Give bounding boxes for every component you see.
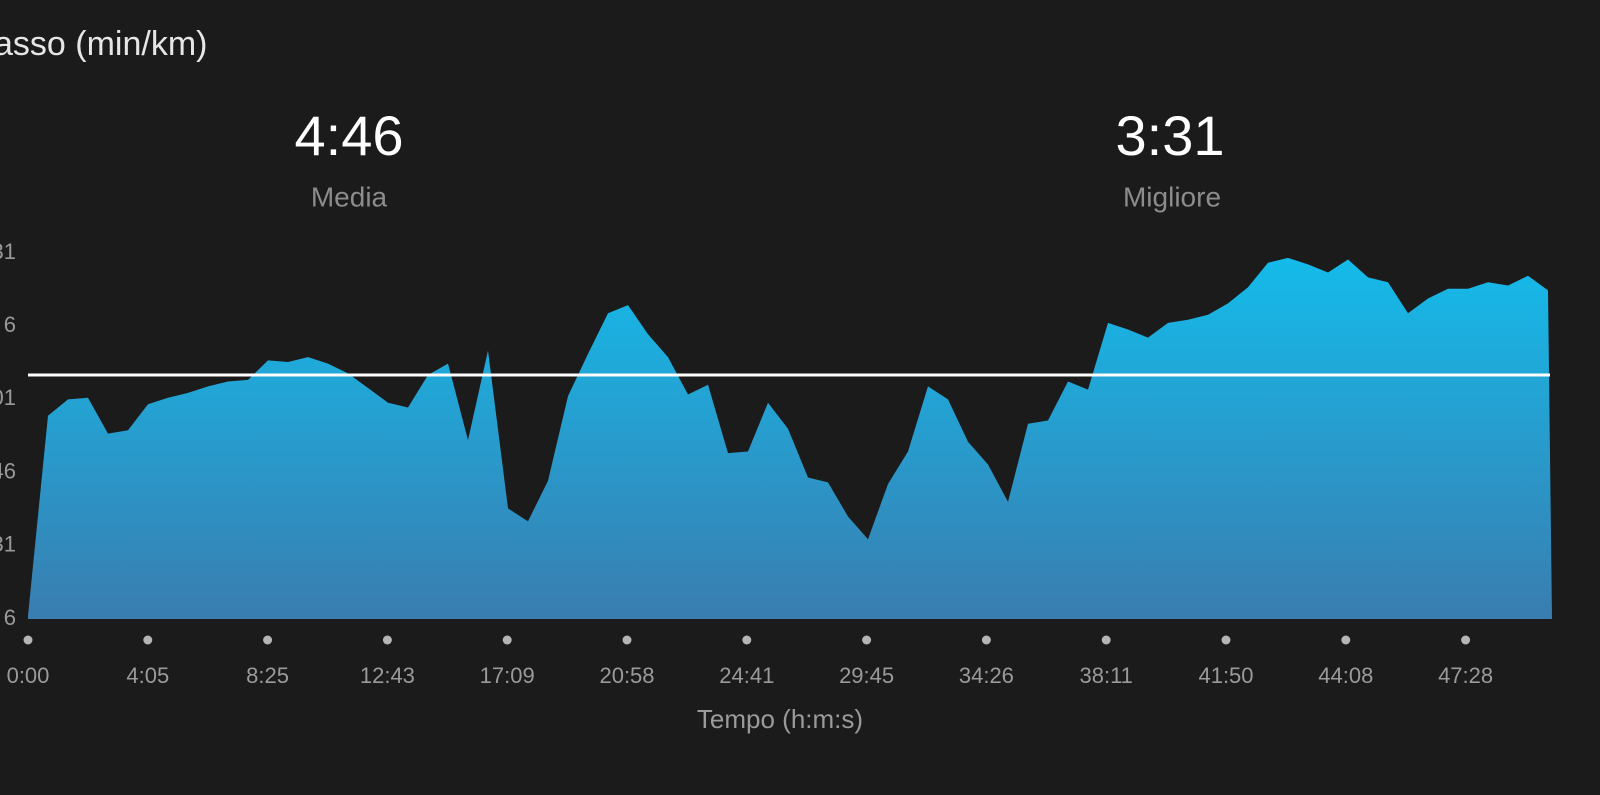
y-tick-label: 31 xyxy=(0,532,16,557)
x-tick-dot xyxy=(502,635,512,645)
x-tick-dot xyxy=(862,635,872,645)
stat-value: 4:46 xyxy=(295,104,404,167)
x-tick-dot xyxy=(1461,635,1471,645)
x-tick-label: 4:05 xyxy=(126,663,169,688)
x-tick-label: 24:41 xyxy=(719,663,774,688)
x-tick-dot xyxy=(742,635,752,645)
x-tick-dot xyxy=(143,635,153,645)
stat-label: Media xyxy=(311,181,388,212)
stat-value: 3:31 xyxy=(1116,104,1225,167)
x-tick-label: 47:28 xyxy=(1438,663,1493,688)
x-tick-label: 0:00 xyxy=(7,663,50,688)
x-tick-dot xyxy=(382,635,392,645)
y-tick-label: 01 xyxy=(0,385,16,410)
x-tick-dot xyxy=(1101,635,1111,645)
x-tick-dot xyxy=(23,635,33,645)
x-axis-label: Tempo (h:m:s) xyxy=(697,704,863,734)
x-tick-dot xyxy=(981,635,991,645)
x-tick-dot xyxy=(1221,635,1231,645)
x-tick-dot xyxy=(263,635,273,645)
x-tick-label: 20:58 xyxy=(599,663,654,688)
x-tick-label: 12:43 xyxy=(360,663,415,688)
x-tick-label: 34:26 xyxy=(959,663,1014,688)
x-tick-label: 44:08 xyxy=(1318,663,1373,688)
x-tick-label: 29:45 xyxy=(839,663,894,688)
x-tick-label: 38:11 xyxy=(1079,663,1132,688)
x-tick-label: 17:09 xyxy=(480,663,535,688)
x-tick-dot xyxy=(622,635,632,645)
x-tick-label: 8:25 xyxy=(246,663,289,688)
chart-title: asso (min/km) xyxy=(0,25,207,63)
y-tick-label: 31 xyxy=(0,239,16,264)
pace-area xyxy=(28,257,1552,619)
x-tick-label: 41:50 xyxy=(1198,663,1253,688)
y-tick-label: 46 xyxy=(0,458,16,483)
x-tick-dot xyxy=(1341,635,1351,645)
y-tick-label: 6 xyxy=(4,605,16,630)
stat-label: Migliore xyxy=(1123,181,1221,212)
y-tick-label: 6 xyxy=(4,312,16,337)
